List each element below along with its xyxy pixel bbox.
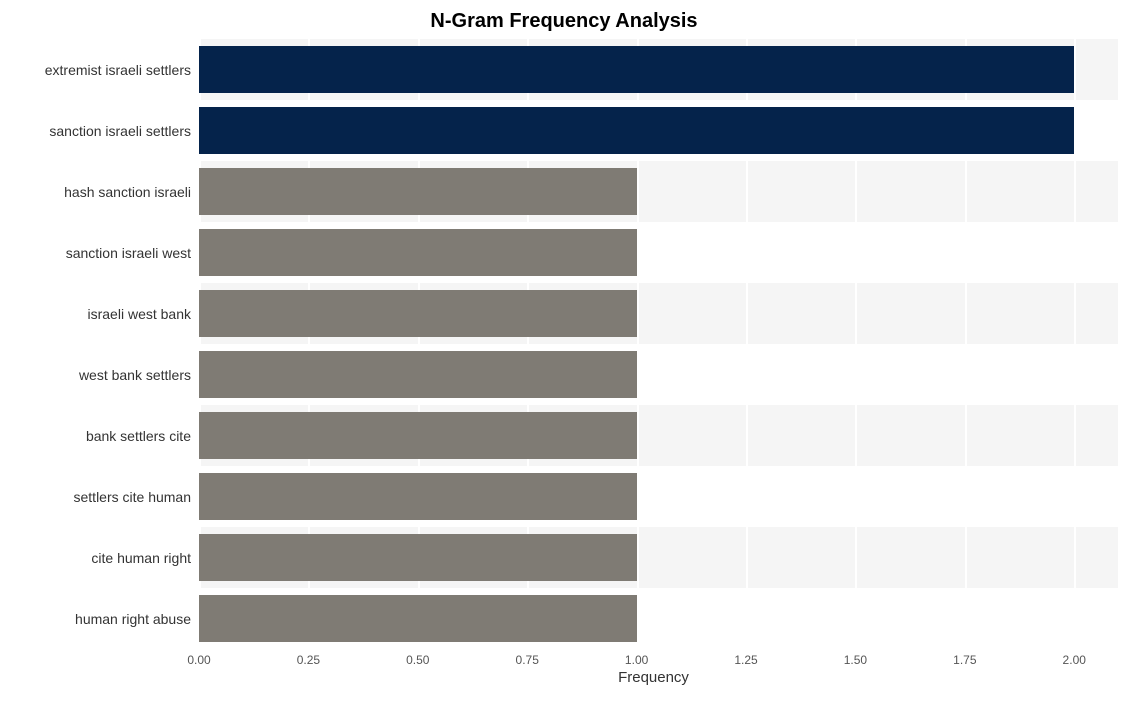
x-tick-label: 1.00 [625,653,648,667]
bar [199,46,1074,94]
bar [199,107,1074,155]
bar [199,534,637,582]
bar [199,473,637,521]
y-tick-label: hash sanction israeli [14,184,199,200]
plot-area: extremist israeli settlerssanction israe… [199,39,1118,649]
bar [199,168,637,216]
x-tick-label: 0.00 [187,653,210,667]
y-tick-label: extremist israeli settlers [14,62,199,78]
bar [199,595,637,643]
x-tick-label: 0.75 [516,653,539,667]
y-tick-label: sanction israeli settlers [14,123,199,139]
x-tick-label: 2.00 [1063,653,1086,667]
x-axis-label: Frequency [199,669,1108,686]
x-tick-label: 1.25 [734,653,757,667]
y-tick-label: bank settlers cite [14,428,199,444]
x-tick-label: 1.75 [953,653,976,667]
x-tick-label: 0.25 [297,653,320,667]
x-ticks: 0.000.250.500.751.001.251.501.752.00 [199,649,1118,667]
y-tick-label: settlers cite human [14,489,199,505]
bar [199,290,637,338]
y-tick-label: human right abuse [14,611,199,627]
x-tick-label: 0.50 [406,653,429,667]
y-tick-label: cite human right [14,550,199,566]
y-tick-label: west bank settlers [14,367,199,383]
ngram-chart: N-Gram Frequency Analysis extremist isra… [0,0,1128,701]
x-tick-label: 1.50 [844,653,867,667]
y-tick-label: sanction israeli west [14,245,199,261]
bar [199,351,637,399]
chart-title: N-Gram Frequency Analysis [10,10,1118,33]
bar [199,229,637,277]
bar [199,412,637,460]
y-tick-label: israeli west bank [14,306,199,322]
